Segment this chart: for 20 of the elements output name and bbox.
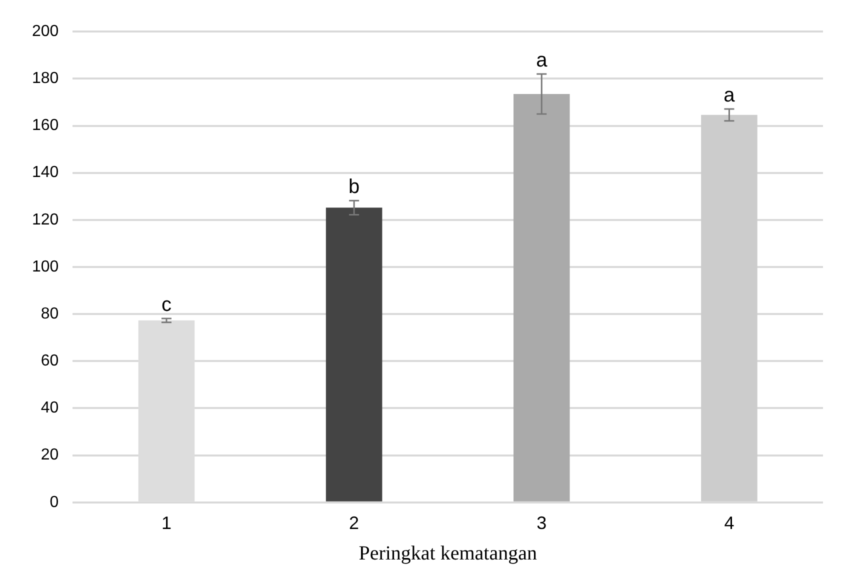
y-tick-label: 0 bbox=[50, 494, 59, 511]
y-tick-label: 120 bbox=[32, 211, 59, 228]
annotation: a bbox=[536, 49, 548, 72]
x-axis-title: Peringkat kematangan bbox=[358, 542, 537, 564]
y-tick-label: 200 bbox=[32, 23, 59, 40]
x-tick-label: 4 bbox=[724, 513, 734, 534]
y-tick-label: 80 bbox=[40, 305, 59, 322]
x-tick-label: 1 bbox=[161, 513, 172, 534]
y-tick-label: 20 bbox=[40, 446, 59, 464]
y-tick-label: 60 bbox=[40, 352, 59, 370]
y-tick-label: 180 bbox=[32, 70, 59, 88]
annotation: a bbox=[724, 84, 736, 107]
annotation: b bbox=[348, 176, 360, 198]
y-tick-label: 140 bbox=[32, 164, 59, 182]
annotation: c bbox=[161, 294, 172, 316]
x-tick-label: 2 bbox=[349, 513, 360, 534]
y-tick-label: 160 bbox=[32, 117, 59, 134]
y-tick-label: 40 bbox=[40, 400, 59, 417]
y-tick-label: 100 bbox=[32, 258, 59, 276]
x-tick-label: 3 bbox=[536, 513, 547, 534]
